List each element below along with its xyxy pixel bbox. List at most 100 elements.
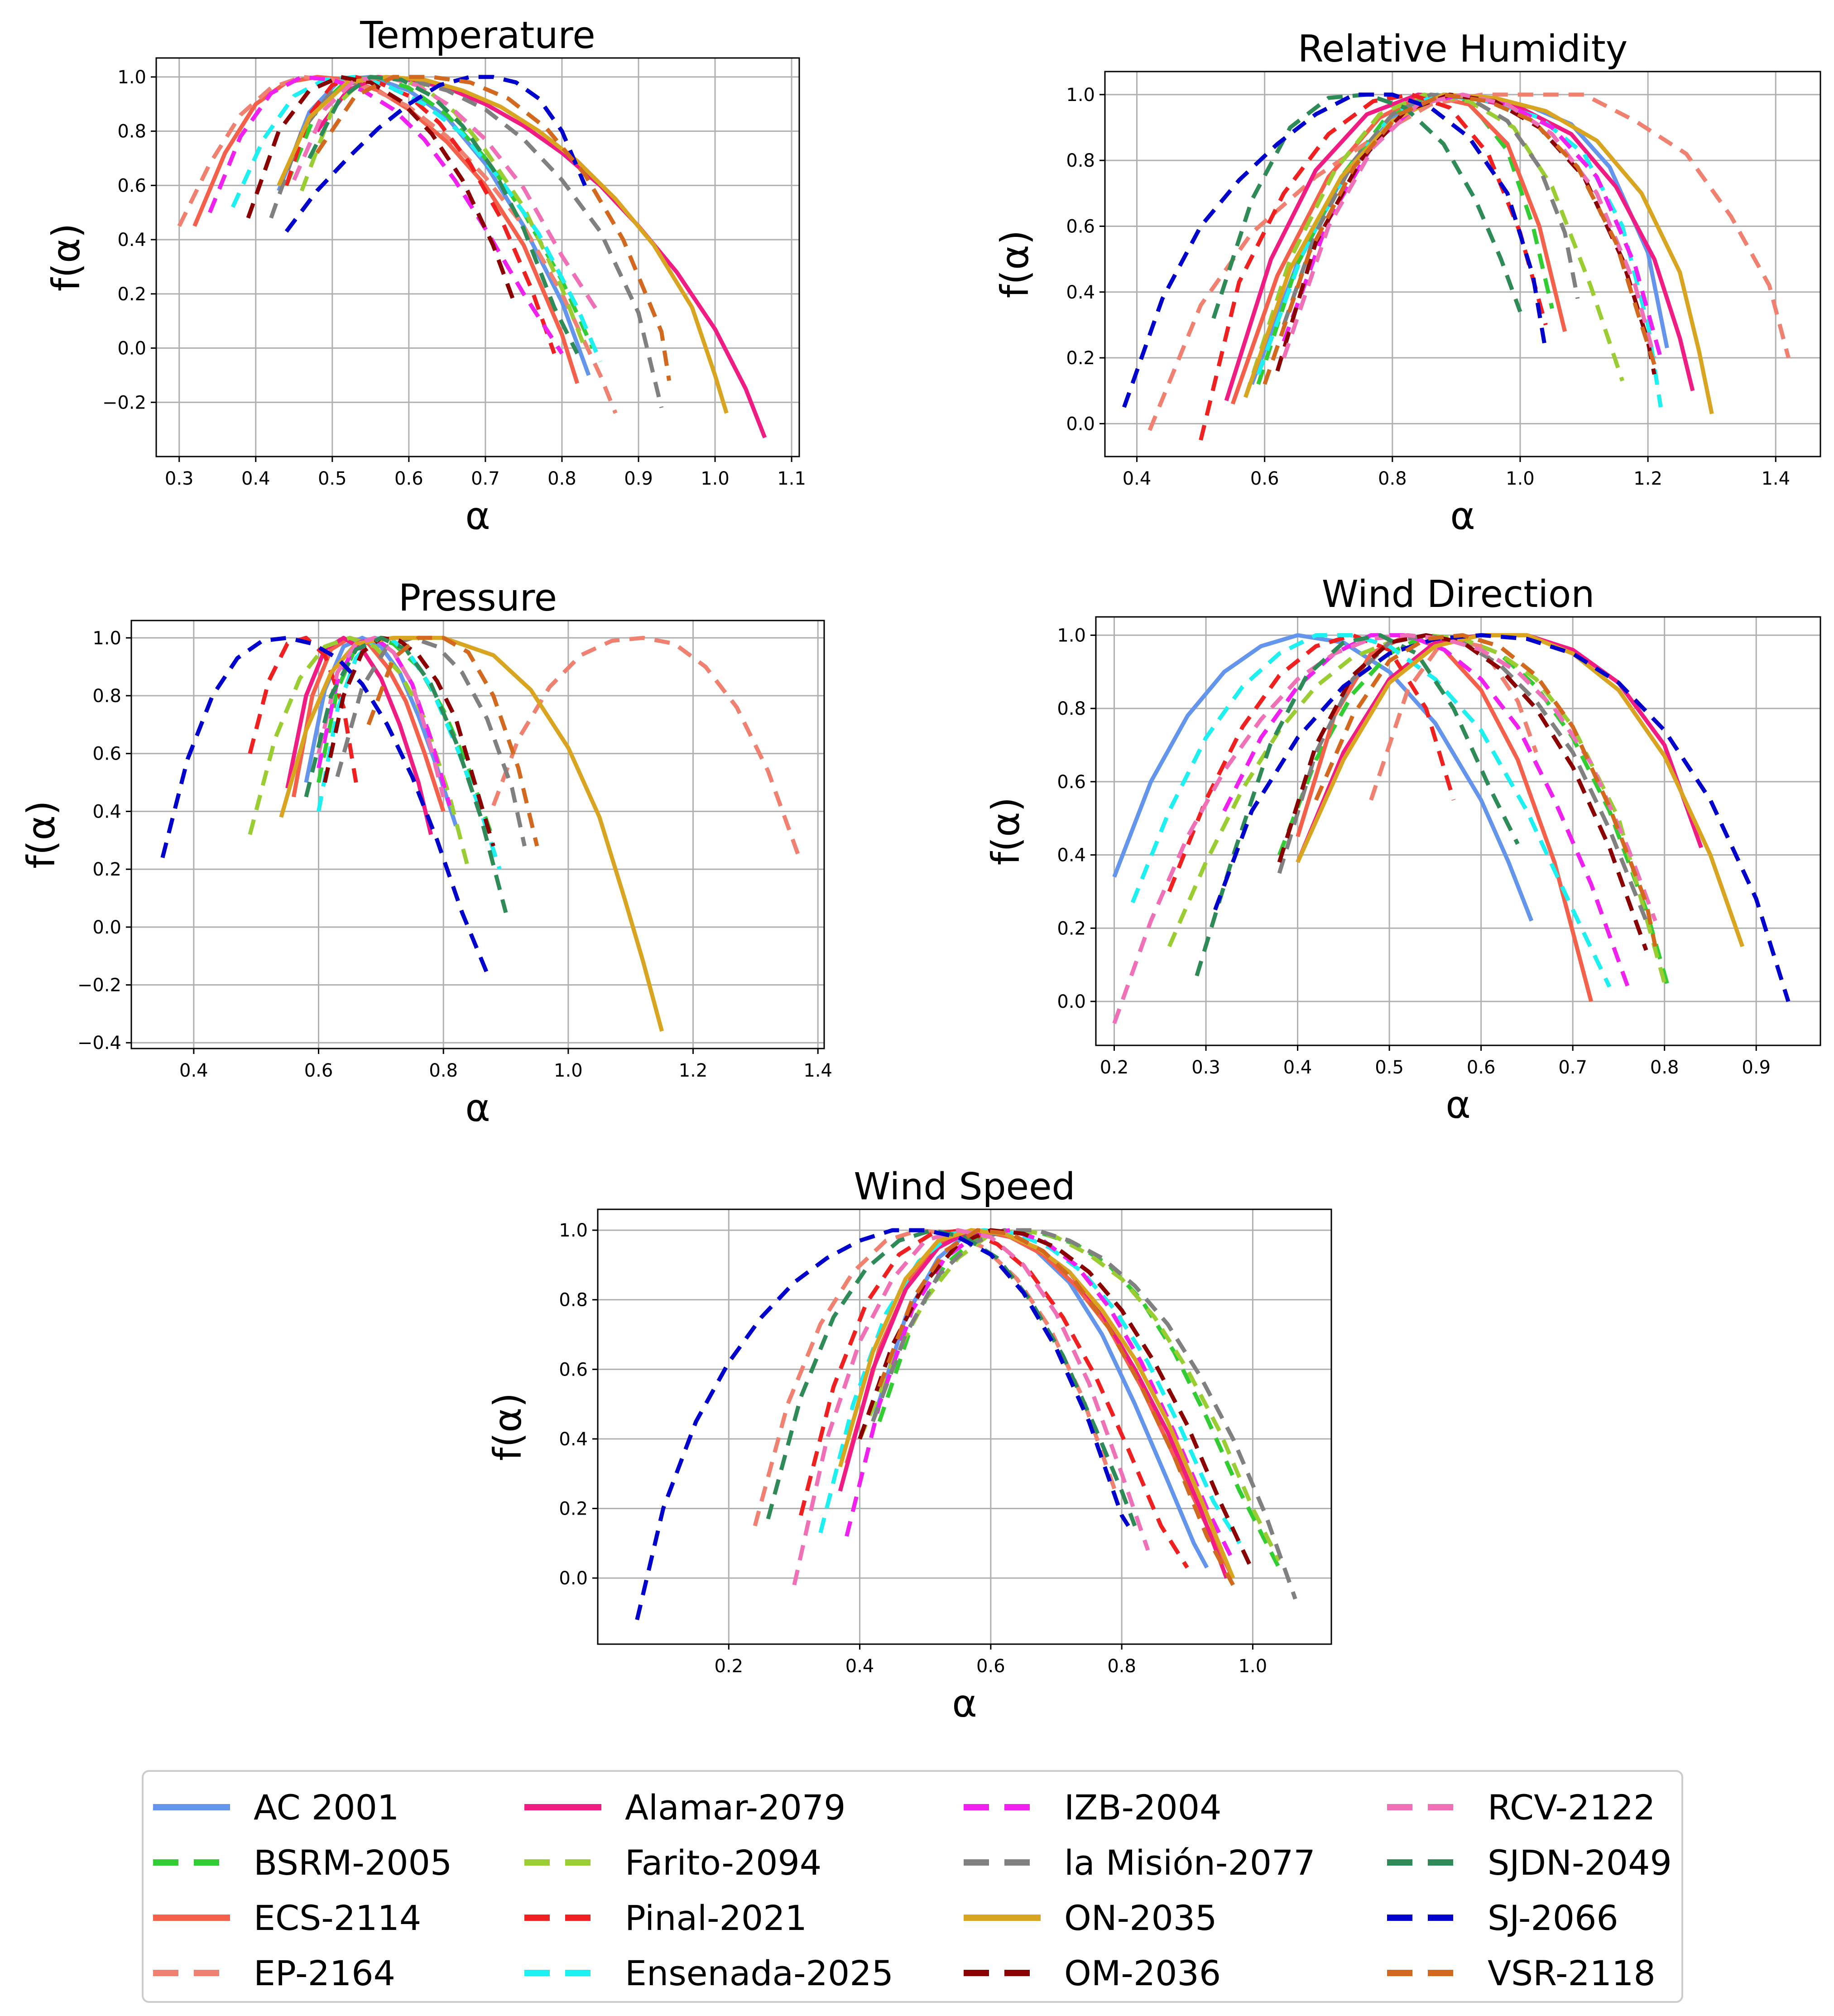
series-line-ecs-2114 (192, 75, 580, 384)
x-tick-label: 0.2 (714, 1656, 743, 1677)
chart-title: Temperature (360, 14, 595, 57)
series-line-izb-2004 (317, 635, 452, 806)
x-axis-label: α (1445, 1083, 1470, 1127)
x-tick-label: 0.9 (624, 468, 653, 489)
y-tick-label: 1.0 (92, 628, 121, 649)
x-axis-label: α (1450, 494, 1475, 538)
x-tick-label: 0.4 (1283, 1057, 1312, 1078)
legend-label: Pinal-2021 (625, 1898, 807, 1938)
y-tick-label: 0.2 (1057, 918, 1086, 939)
y-tick-label: 0.6 (1057, 772, 1086, 793)
series-line-ep-2164 (1369, 637, 1538, 801)
legend-label: Alamar-2079 (625, 1787, 846, 1828)
y-tick-label: 0.4 (1057, 845, 1086, 866)
x-tick-label: 1.2 (1633, 468, 1662, 489)
y-axis-label: f(α) (44, 223, 88, 292)
chart-temperature: 0.3 0.4 0.5 0.6 0.7 0.8 0.9 1.0 1.1 −0.2 0.0 0.2 0.4… (44, 14, 806, 538)
x-tick-label: 1.4 (803, 1060, 832, 1081)
series-line-sjdn-2049 (1195, 633, 1520, 977)
y-axis-label: f(α) (19, 800, 63, 869)
series-line-on-2035 (1243, 92, 1714, 414)
x-axis-label: α (465, 1086, 490, 1130)
chart-relative-humidity: 0.4 0.6 0.8 1.0 1.2 1.4 0.0 0.2 0.4 0.6 0.8 1.0 Rela… (993, 28, 1821, 538)
legend-item-alamar-2079: Alamar-2079 (524, 1787, 846, 1828)
x-tick-label: 1.1 (777, 468, 806, 489)
series-line-rcv-2122 (317, 635, 446, 798)
series-line-farito-2094 (1167, 633, 1667, 984)
x-tick-label: 0.4 (845, 1656, 874, 1677)
x-tick-label: 1.0 (1506, 468, 1535, 489)
plot-area (1096, 617, 1820, 1045)
x-tick-label: 0.4 (1123, 468, 1152, 489)
plot-frame (130, 620, 825, 1049)
y-tick-label: −0.2 (77, 975, 121, 996)
legend-label: la Misión-2077 (1064, 1843, 1315, 1883)
plot-frame (1095, 616, 1821, 1046)
legend-item-farito-2094: Farito-2094 (524, 1843, 821, 1883)
legend-item-pinal-2021: Pinal-2021 (524, 1898, 807, 1938)
series-line-vsr-2118 (1263, 92, 1656, 385)
x-tick-label: 1.0 (701, 468, 730, 489)
x-tick-label: 0.6 (976, 1656, 1005, 1677)
series-line-sj-2066 (635, 1228, 1130, 1621)
x-tick-label: 0.8 (1378, 468, 1407, 489)
y-tick-label: 0.4 (92, 801, 121, 822)
series-line-vsr-2118 (366, 635, 539, 847)
x-tick-label: 0.6 (1467, 1057, 1496, 1078)
y-tick-label: 0.0 (1066, 414, 1095, 434)
x-tick-label: 0.7 (471, 468, 500, 489)
y-tick-label: −0.4 (77, 1033, 121, 1054)
y-tick-label: 1.0 (1066, 85, 1095, 106)
legend-label: OM-2036 (1064, 1953, 1221, 1993)
legend-label: SJ-2066 (1488, 1898, 1618, 1938)
y-tick-label: 0.6 (117, 175, 146, 196)
y-tick-label: −0.2 (102, 392, 146, 413)
plot-frame (1104, 71, 1821, 457)
x-tick-label: 0.8 (429, 1060, 458, 1081)
legend-item-izb-2004: IZB-2004 (964, 1787, 1221, 1828)
series-line-la-mision-2077 (871, 1228, 1297, 1600)
series-line-sj-2066 (1213, 633, 1791, 1002)
y-tick-label: 1.0 (559, 1220, 588, 1241)
x-tick-label: 0.5 (318, 468, 347, 489)
legend-box (142, 1770, 1683, 2003)
series-line-sjdn-2049 (766, 1228, 1137, 1527)
chart-title: Relative Humidity (1298, 28, 1628, 71)
y-axis-label: f(α) (984, 797, 1028, 866)
legend-label: RCV-2122 (1488, 1787, 1655, 1828)
legend-label: EP-2164 (254, 1953, 395, 1993)
x-tick-label: 0.4 (241, 468, 270, 489)
y-tick-label: 0.0 (92, 917, 121, 938)
legend-item-om-2036: OM-2036 (964, 1953, 1221, 1993)
y-tick-label: 0.6 (92, 744, 121, 765)
x-tick-label: 1.2 (679, 1060, 708, 1081)
x-tick-label: 0.2 (1100, 1057, 1129, 1078)
x-tick-label: 0.8 (1650, 1057, 1679, 1078)
series-group (635, 1228, 1297, 1621)
series-line-izb-2004 (1282, 92, 1663, 359)
series-line-ep-2164 (177, 75, 618, 414)
x-tick-label: 0.4 (179, 1060, 208, 1081)
legend-item-ecs-2114: ECS-2114 (153, 1898, 421, 1938)
legend-item-ep-2164: EP-2164 (153, 1953, 395, 1993)
y-tick-label: 0.2 (92, 859, 121, 880)
legend-item-ensenada-2025: Ensenada-2025 (524, 1953, 893, 1993)
legend-item-vsr-2118: VSR-2118 (1387, 1953, 1656, 1993)
plot-area (156, 58, 799, 457)
legend-item-la-mision-2077: la Misión-2077 (964, 1843, 1315, 1883)
legend-item-bsrm-2005: BSRM-2005 (153, 1843, 452, 1883)
series-line-vsr-2118 (877, 1228, 1235, 1586)
series-line-pinal-2021 (799, 1228, 1189, 1569)
series-line-ensenada-2025 (818, 1228, 1242, 1544)
legend-label: Farito-2094 (625, 1843, 821, 1883)
y-tick-label: 0.4 (559, 1429, 588, 1450)
series-line-on-2035 (1296, 633, 1745, 948)
plot-area (131, 621, 824, 1049)
chart-title: Pressure (398, 577, 557, 620)
x-tick-label: 0.7 (1558, 1057, 1587, 1078)
y-tick-label: 0.0 (117, 338, 146, 359)
series-group (160, 635, 802, 1032)
legend-label: BSRM-2005 (254, 1843, 452, 1883)
plot-frame (597, 1208, 1332, 1645)
